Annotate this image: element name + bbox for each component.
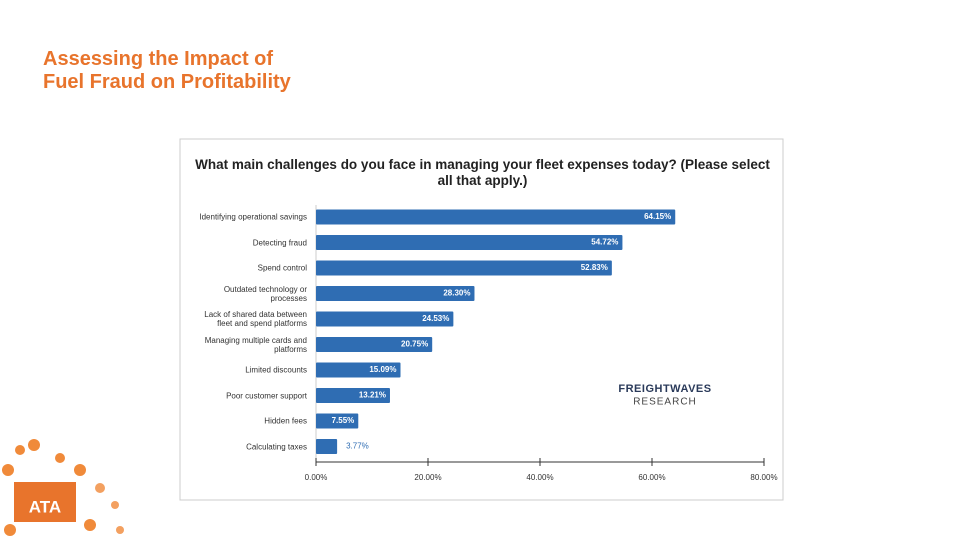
title-line: Fuel Fraud on Profitability [43,71,291,93]
value-label: 54.72% [591,238,618,247]
bar [316,311,454,327]
category-label: Managing multiple cards and platforms [204,335,307,354]
category-label: Detecting fraud [252,238,307,247]
category-label: Spend control [257,263,307,273]
title-line: Assessing the Impact of [43,48,274,70]
ata-logo: ATA [2,439,124,536]
value-label: 15.09% [369,365,396,374]
chart-title: What main challenges do you face in mana… [195,157,770,188]
value-label: 3.77% [346,442,369,451]
value-label: 52.83% [581,263,608,272]
x-tick-label: 60.00% [638,473,665,482]
watermark: RESEARCH [633,397,697,408]
slide-title: Assessing the Impact of Fuel Fraud on Pr… [43,48,291,94]
logo-text: ATA [29,497,61,516]
watermark: FREIGHTWAVES [618,383,711,395]
x-tick-label: 40.00% [526,473,553,482]
chart-frame [179,138,784,501]
category-label: Lack of shared data between fleet and sp… [204,310,307,328]
value-label: 24.53% [422,314,449,323]
value-label: 13.21% [359,391,386,400]
bar [316,286,475,301]
value-label: 7.55% [332,416,355,425]
bar [316,413,359,429]
category-label: Identifying operational savings [199,212,307,222]
category-label: Calculating taxes [246,442,307,451]
category-label: Hidden fees [264,416,307,426]
category-label: Poor customer support [226,391,307,400]
bar [316,337,433,352]
value-label: 64.15% [644,212,671,221]
bar [316,260,612,276]
bar [316,362,401,378]
value-label: 20.75% [401,340,428,349]
bar [316,209,676,225]
bar [316,235,623,250]
bar [316,439,338,454]
bar [316,388,390,403]
value-label: 28.30% [443,289,470,298]
category-label: Limited discounts [245,365,307,375]
x-tick-label: 0.00% [305,473,328,482]
x-tick-label: 80.00% [750,473,777,482]
category-label: Outdated technology or processes [223,284,307,303]
x-tick-label: 20.00% [414,473,441,482]
